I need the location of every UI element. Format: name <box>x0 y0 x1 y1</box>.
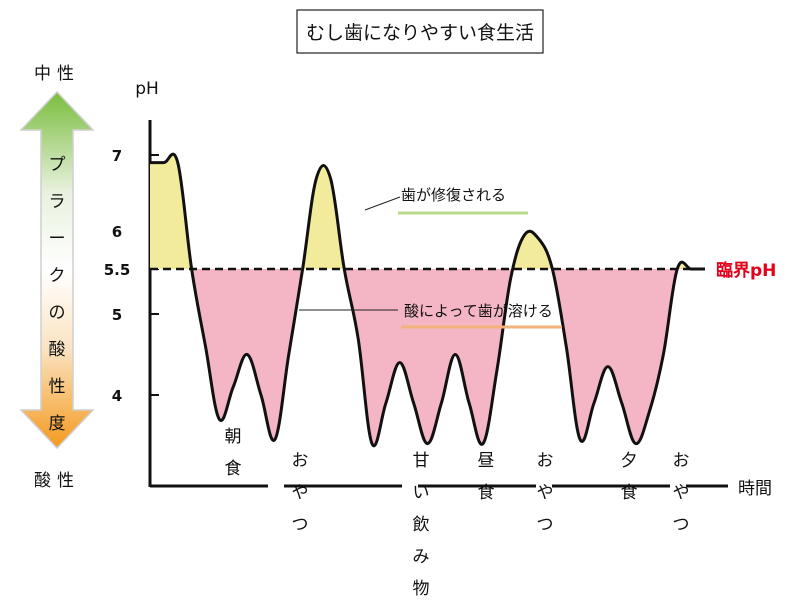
svg-text:の: の <box>49 303 66 323</box>
svg-text:お: お <box>292 451 309 471</box>
ph-axis-label: pH <box>135 79 159 99</box>
svg-text:飲: 飲 <box>413 515 430 535</box>
svg-text:や: や <box>537 483 554 503</box>
dissolve-fill <box>150 269 705 446</box>
svg-text:度: 度 <box>49 414 66 434</box>
svg-text:夕: 夕 <box>621 451 638 471</box>
acidity-scale-arrow <box>19 90 95 450</box>
dissolve-annotation: 酸によって歯が溶ける <box>299 302 562 329</box>
svg-text:つ: つ <box>673 515 690 535</box>
svg-text:ー: ー <box>49 229 66 249</box>
time-axis-label: 時間 <box>738 479 772 499</box>
svg-text:プ: プ <box>49 155 66 175</box>
svg-text:甘: 甘 <box>413 451 430 471</box>
meal-label: 昼食 <box>478 451 495 503</box>
acidic-label: 酸性 <box>34 471 80 491</box>
title-box: むし歯になりやすい食生活 <box>296 9 544 54</box>
y-tick-label: 6 <box>112 223 122 241</box>
repair-annotation: 歯が修復される <box>364 186 528 215</box>
meal-label: おやつ <box>673 451 690 535</box>
svg-text:ク: ク <box>49 266 66 286</box>
svg-text:お: お <box>537 451 554 471</box>
svg-text:性: 性 <box>49 377 66 397</box>
svg-text:昼: 昼 <box>478 451 495 471</box>
svg-text:つ: つ <box>292 515 309 535</box>
y-tick-label: 5.5 <box>104 261 131 279</box>
dissolve-text: 酸によって歯が溶ける <box>404 302 553 320</box>
repair-text: 歯が修復される <box>401 186 506 204</box>
svg-text:み: み <box>413 547 430 567</box>
meal-label: おやつ <box>537 451 554 535</box>
svg-text:ラ: ラ <box>49 192 66 212</box>
svg-text:つ: つ <box>537 515 554 535</box>
svg-text:酸: 酸 <box>49 340 66 360</box>
svg-text:物: 物 <box>413 579 430 599</box>
svg-text:や: や <box>292 483 309 503</box>
meal-label: おやつ <box>292 451 309 535</box>
svg-text:や: や <box>673 483 690 503</box>
ph-curve <box>150 152 705 448</box>
svg-text:朝: 朝 <box>225 427 242 447</box>
svg-text:食: 食 <box>225 459 242 479</box>
chart-title: むし歯になりやすい食生活 <box>306 22 534 44</box>
meal-label: 夕食 <box>621 451 638 503</box>
neutral-label: 中性 <box>34 64 80 84</box>
dissolve-area <box>150 269 705 446</box>
meal-label: 朝食 <box>225 427 242 479</box>
svg-text:食: 食 <box>621 483 638 503</box>
y-tick-label: 5 <box>112 306 122 324</box>
svg-text:お: お <box>673 451 690 471</box>
svg-text:食: 食 <box>478 483 495 503</box>
critical-ph-label: 臨界pH <box>716 260 776 281</box>
svg-text:い: い <box>413 483 430 503</box>
y-tick-label: 7 <box>112 147 122 165</box>
y-tick-label: 4 <box>112 387 122 405</box>
